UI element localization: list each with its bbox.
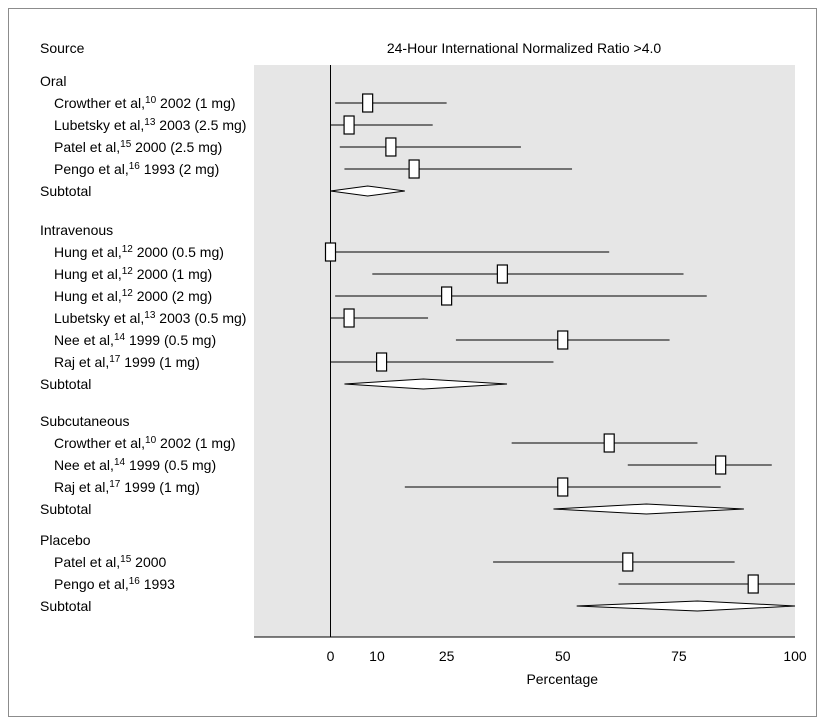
subtotal-label: Subtotal	[40, 376, 91, 392]
x-tick-label-50: 50	[555, 648, 571, 664]
chart-title: 24-Hour International Normalized Ratio >…	[387, 40, 662, 56]
estimate-marker	[324, 242, 337, 262]
x-tick-label-0: 0	[327, 648, 335, 664]
subtotal-diamond	[330, 185, 405, 197]
x-axis-label: Percentage	[526, 671, 598, 687]
estimate-marker	[385, 137, 397, 157]
study-label: Lubetsky et al,13 2003 (2.5 mg)	[54, 117, 246, 133]
study-label: Patel et al,15 2000 (2.5 mg)	[54, 139, 222, 155]
group-label-intravenous: Intravenous	[40, 222, 113, 238]
source-header: Source	[40, 40, 85, 56]
x-tick-label-100: 100	[783, 648, 807, 664]
subtotal-diamond	[576, 600, 796, 612]
study-label: Pengo et al,16 1993 (2 mg)	[54, 161, 219, 177]
study-label: Hung et al,12 2000 (0.5 mg)	[54, 244, 224, 260]
estimate-marker	[441, 286, 453, 306]
group-label-placebo: Placebo	[40, 532, 91, 548]
study-label: Crowther et al,10 2002 (1 mg)	[54, 95, 236, 111]
subtotal-label: Subtotal	[40, 598, 91, 614]
study-label: Hung et al,12 2000 (2 mg)	[54, 288, 212, 304]
study-label: Raj et al,17 1999 (1 mg)	[54, 479, 200, 495]
x-tick-label-25: 25	[439, 648, 455, 664]
estimate-marker	[557, 330, 569, 350]
estimate-marker	[715, 455, 727, 475]
estimate-marker	[622, 552, 634, 572]
estimate-marker	[362, 93, 374, 113]
figure-frame: Source 24-Hour International Normalized R…	[8, 8, 817, 717]
study-label: Pengo et al,16 1993	[54, 576, 175, 592]
estimate-marker	[375, 352, 388, 372]
estimate-marker	[343, 308, 355, 328]
study-label: Patel et al,15 2000	[54, 554, 167, 570]
subtotal-label: Subtotal	[40, 501, 91, 517]
estimate-marker	[408, 159, 420, 179]
study-label: Crowther et al,10 2002 (1 mg)	[54, 435, 236, 451]
estimate-marker	[603, 433, 615, 453]
estimate-marker	[496, 264, 508, 284]
study-label: Raj et al,17 1999 (1 mg)	[54, 354, 200, 370]
forest-plot: Source 24-Hour International Normalized R…	[40, 40, 807, 687]
study-label: Lubetsky et al,13 2003 (0.5 mg)	[54, 310, 246, 326]
x-tick-label-75: 75	[671, 648, 687, 664]
estimate-marker	[343, 115, 355, 135]
group-label-subcutaneous: Subcutaneous	[40, 413, 130, 429]
study-label: Nee et al,14 1999 (0.5 mg)	[54, 332, 216, 348]
group-label-oral: Oral	[40, 73, 66, 89]
estimate-marker	[557, 477, 569, 497]
estimate-marker	[747, 574, 759, 594]
subtotal-label: Subtotal	[40, 183, 91, 199]
study-label: Nee et al,14 1999 (0.5 mg)	[54, 457, 216, 473]
study-label: Hung et al,12 2000 (1 mg)	[54, 266, 212, 282]
x-tick-label-10: 10	[369, 648, 385, 664]
subtotal-diamond	[553, 503, 744, 515]
subtotal-diamond	[344, 378, 508, 390]
plot-area	[254, 65, 795, 637]
